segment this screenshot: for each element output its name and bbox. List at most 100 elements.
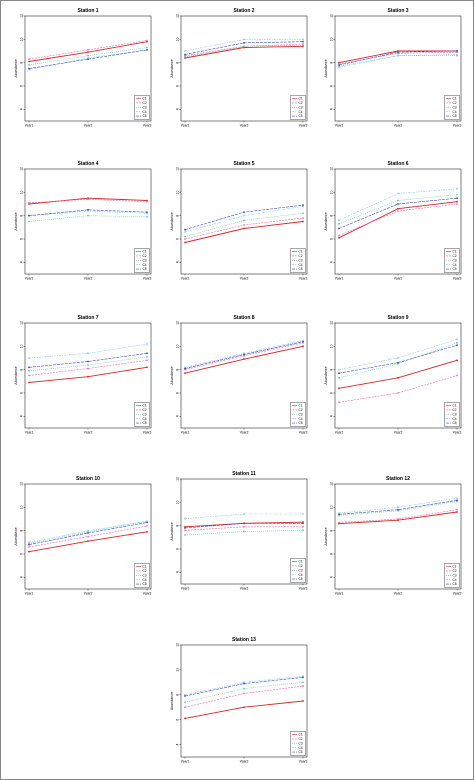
series-line-c1 — [184, 700, 304, 719]
legend-label: C5 — [299, 421, 303, 425]
x-tick-label: Year3 — [299, 431, 308, 435]
legend-label: C2 — [299, 564, 303, 568]
series-line-c3 — [338, 342, 458, 379]
legend-box — [134, 95, 150, 120]
plot-frame — [180, 15, 308, 122]
data-point-c4 — [302, 38, 304, 41]
data-point-c4 — [302, 513, 304, 515]
data-point-c4 — [243, 38, 245, 41]
y-tick-label: 6 — [20, 238, 24, 240]
data-point-c5 — [87, 532, 89, 534]
y-tick-label: 10 — [20, 190, 24, 194]
legend-box — [444, 248, 460, 273]
y-tick-label: 10 — [20, 344, 24, 348]
series-line-c3 — [28, 356, 148, 372]
x-tick-label: Year1 — [181, 277, 190, 281]
legend-label: C4 — [143, 417, 147, 421]
chart-station-2: Station 2 4 6 8 10 12 Abundance Year1 Year2 Year3… — [170, 8, 308, 128]
data-point-c5 — [338, 64, 340, 66]
y-tick-label: 6 — [330, 85, 334, 87]
y-tick-label: 8 — [330, 369, 334, 371]
data-point-c2 — [338, 234, 340, 237]
y-tick-label: 4 — [176, 415, 180, 417]
y-axis-label: Abundance — [170, 692, 174, 710]
data-point-c5 — [456, 50, 458, 52]
y-tick-label: 6 — [176, 85, 180, 87]
legend-label: C2 — [143, 101, 147, 105]
legend-label: C3 — [453, 258, 457, 262]
x-tick-label: Year1 — [25, 431, 34, 435]
data-point-c1 — [28, 381, 30, 384]
data-point-c1 — [338, 236, 340, 239]
y-tick-label: 8 — [176, 62, 180, 64]
series-line-c4 — [28, 210, 148, 216]
legend-label: C1 — [143, 97, 147, 101]
data-point-c5 — [243, 522, 245, 525]
legend-label: C3 — [299, 412, 303, 416]
legend-label: C3 — [143, 105, 147, 109]
data-point-c5 — [28, 543, 30, 546]
y-tick-label: 12 — [330, 167, 334, 171]
y-tick-label: 12 — [176, 643, 180, 647]
data-point-c2 — [456, 374, 458, 377]
series-line-c3 — [338, 194, 458, 225]
series-line-c4 — [184, 675, 304, 696]
data-point-c4 — [184, 231, 186, 233]
x-tick-label: Year3 — [453, 124, 462, 128]
legend-label: C4 — [299, 263, 303, 267]
data-point-c2 — [338, 401, 340, 404]
data-point-c4 — [28, 357, 30, 359]
data-point-c3 — [338, 376, 340, 379]
y-tick-label: 12 — [330, 482, 334, 486]
legend-label: C2 — [453, 569, 457, 573]
data-point-c1 — [302, 700, 304, 702]
data-point-c4 — [338, 219, 340, 222]
data-point-c1 — [87, 375, 89, 378]
series-line-c1 — [338, 511, 458, 525]
y-tick-label: 6 — [330, 238, 334, 240]
legend-label: C2 — [299, 101, 303, 105]
data-point-c2 — [184, 706, 186, 709]
data-point-c1 — [456, 200, 458, 203]
chart-station-11: Station 11 4 6 8 10 12 Abundance Year1 Year2 Year… — [170, 471, 307, 591]
data-point-c1 — [87, 51, 89, 54]
chart-title: Station 10 — [76, 476, 100, 482]
y-tick-label: 10 — [330, 190, 334, 194]
data-point-c3 — [302, 44, 304, 47]
legend-label: C1 — [143, 565, 147, 569]
y-tick-label: 4 — [176, 744, 180, 746]
legend-label: C2 — [299, 408, 303, 412]
y-tick-label: 8 — [20, 215, 24, 217]
chart-title: Station 12 — [386, 476, 410, 482]
y-axis-label: Abundance — [170, 212, 174, 230]
y-tick-label: 12 — [330, 14, 334, 18]
data-point-c1 — [87, 540, 89, 543]
y-tick-label: 8 — [330, 215, 334, 217]
x-tick-label: Year1 — [25, 277, 34, 281]
y-tick-label: 4 — [330, 108, 334, 110]
legend-box — [290, 248, 306, 273]
data-point-c4 — [456, 187, 458, 190]
legend-label: C1 — [453, 404, 457, 408]
plot-frame — [334, 483, 462, 590]
data-point-c2 — [28, 58, 30, 61]
data-point-c4 — [87, 529, 89, 532]
chart-title: Station 11 — [232, 471, 256, 477]
plot-frame — [180, 322, 308, 429]
data-point-c5 — [302, 522, 304, 525]
x-tick-label: Year1 — [335, 592, 344, 596]
legend-label: C5 — [299, 750, 303, 754]
chart-title: Station 6 — [387, 161, 408, 167]
y-tick-label: 8 — [176, 525, 180, 527]
data-point-c2 — [87, 367, 89, 370]
chart-station-9: Station 9 4 6 8 10 12 Abundance Year1 Year2 Year3… — [324, 315, 461, 435]
plot-frame — [24, 15, 152, 122]
data-point-c5 — [456, 344, 458, 347]
data-point-c2 — [338, 521, 340, 524]
x-tick-label: Year1 — [335, 431, 344, 435]
legend-label: C5 — [143, 421, 147, 425]
legend-label: C2 — [453, 408, 457, 412]
y-tick-label: 8 — [176, 369, 180, 371]
legend-label: C5 — [299, 114, 303, 118]
data-point-c3 — [302, 529, 304, 532]
